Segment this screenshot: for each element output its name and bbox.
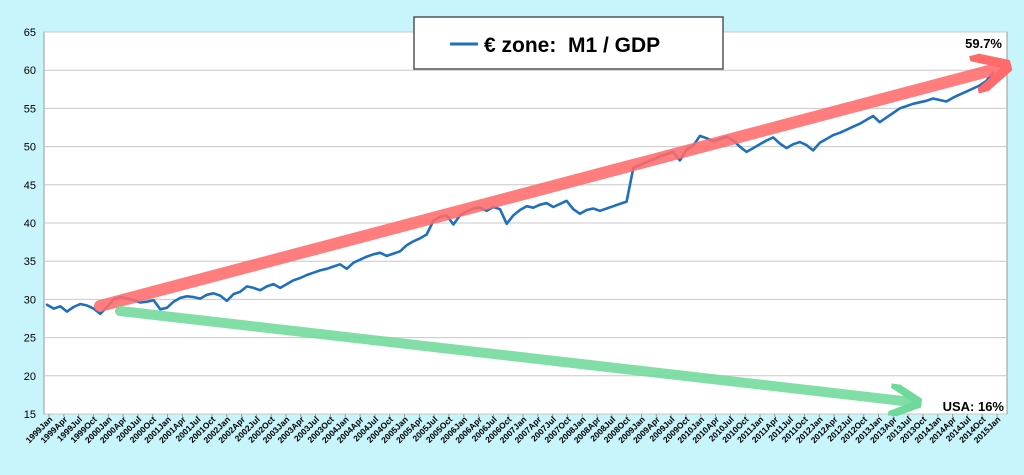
y-tick-label: 30 [24,294,36,306]
y-tick-label: 45 [24,180,36,192]
legend-label: € zone: M1 / GDP [484,34,660,57]
x-axis-ticks: 1999Jan1999Apr1999Jul1999Oct2000Jan2000A… [24,414,1003,445]
downtrend-arrow [115,306,912,402]
y-tick-label: 35 [24,256,36,268]
y-tick-label: 15 [24,409,36,421]
y-tick-label: 50 [24,142,36,154]
euro-end-label: 59.7% [965,36,1002,51]
y-tick-label: 65 [24,27,36,39]
gridlines [44,31,1007,415]
uptrend-arrow [94,68,1000,312]
y-tick-label: 55 [24,103,36,115]
y-tick-label: 40 [24,218,36,230]
usa-label: USA: 16% [943,399,1005,414]
y-tick-label: 20 [24,371,36,383]
legend: € zone: M1 / GDP [413,16,724,70]
series-line-euro-m1-gdp [45,71,995,316]
y-axis-ticks: 15 20 25 30 35 40 45 50 55 60 65 [24,27,36,421]
y-tick-label: 25 [24,333,36,345]
y-tick-label: 60 [24,65,36,77]
